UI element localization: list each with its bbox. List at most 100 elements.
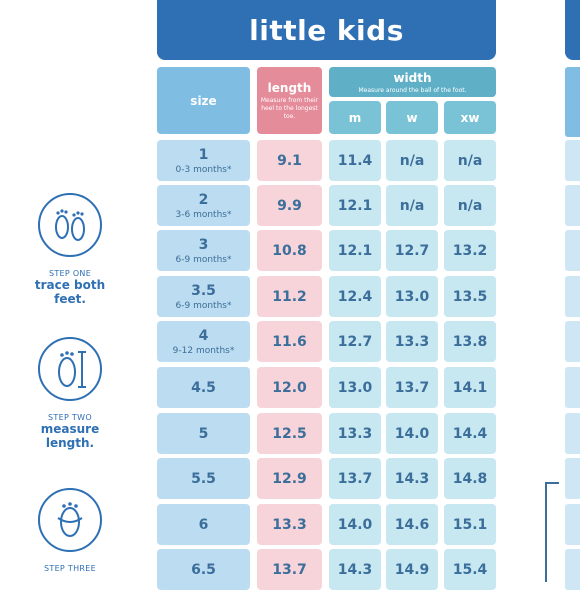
step-one: STEP ONE trace both feet. xyxy=(30,193,110,306)
foot-width-icon xyxy=(38,488,102,552)
size-header-label: size xyxy=(190,93,217,108)
cell-xw: 14.1 xyxy=(444,367,496,408)
m-value: 11.4 xyxy=(337,152,373,169)
cell-length: 13.3 xyxy=(257,504,322,545)
cell-length: 12.5 xyxy=(257,413,322,454)
cell-size: 2 3-6 months* xyxy=(157,185,250,226)
next-chart-row-edge xyxy=(565,504,580,545)
cell-xw: 14.4 xyxy=(444,413,496,454)
cell-length: 11.2 xyxy=(257,276,322,317)
length-value: 11.2 xyxy=(272,288,307,305)
next-chart-row-edge xyxy=(565,140,580,181)
xw-value: 14.8 xyxy=(452,470,488,487)
step-two-line1: measure xyxy=(40,422,100,436)
cell-size: 4 9-12 months* xyxy=(157,321,250,362)
chart-title-bar: little kids xyxy=(157,0,496,60)
xw-value: 13.2 xyxy=(452,242,488,259)
cell-m: 11.4 xyxy=(329,140,381,181)
length-value: 9.1 xyxy=(277,152,302,169)
m-value: 13.7 xyxy=(337,470,373,487)
length-value: 12.0 xyxy=(272,379,307,396)
age-range: 3-6 months* xyxy=(175,209,232,220)
size-value: 5.5 xyxy=(191,470,216,487)
length-header-label: length xyxy=(267,80,312,95)
step-one-label: STEP ONE xyxy=(48,269,92,278)
size-value: 6.5 xyxy=(191,561,216,578)
w-value: 13.0 xyxy=(394,288,430,305)
length-value: 12.9 xyxy=(272,470,307,487)
cell-size: 5 xyxy=(157,413,250,454)
w-value: 12.7 xyxy=(394,242,430,259)
cell-length: 12.9 xyxy=(257,458,322,499)
width-m-header: m xyxy=(329,101,381,134)
next-chart-row-edge xyxy=(565,367,580,408)
cell-w: 12.7 xyxy=(386,230,438,271)
size-value: 4.5 xyxy=(191,379,216,396)
step-three: STEP THREE xyxy=(30,488,110,573)
w-value: 14.6 xyxy=(394,516,430,533)
cell-length: 12.0 xyxy=(257,367,322,408)
cell-length: 11.6 xyxy=(257,321,322,362)
xw-value: 15.4 xyxy=(452,561,488,578)
width-xw-header: xw xyxy=(444,101,496,134)
cell-m: 12.1 xyxy=(329,230,381,271)
next-chart-header-edge xyxy=(565,67,580,137)
m-value: 13.0 xyxy=(337,379,373,396)
xw-value: n/a xyxy=(457,197,483,214)
length-value: 12.5 xyxy=(272,425,307,442)
bracket-line xyxy=(545,482,559,582)
m-value: 12.4 xyxy=(337,288,373,305)
step-two: STEP TWO measure length. xyxy=(30,337,110,450)
size-value: 3.5 xyxy=(191,282,216,299)
width-header-label: width xyxy=(393,70,432,85)
foot-length-icon xyxy=(38,337,102,401)
size-value: 4 xyxy=(198,327,209,344)
w-value: 14.0 xyxy=(394,425,430,442)
step-two-line2: length. xyxy=(45,436,95,450)
length-value: 13.7 xyxy=(272,561,307,578)
cell-w: 14.9 xyxy=(386,549,438,590)
age-range: 6-9 months* xyxy=(175,254,232,265)
w-value: 14.9 xyxy=(394,561,430,578)
cell-m: 13.0 xyxy=(329,367,381,408)
cell-m: 12.7 xyxy=(329,321,381,362)
step-one-line1: trace both xyxy=(34,278,106,292)
w-value: n/a xyxy=(399,152,425,169)
cell-m: 14.0 xyxy=(329,504,381,545)
w-value: 13.7 xyxy=(394,379,430,396)
cell-size: 3 6-9 months* xyxy=(157,230,250,271)
cell-w: 14.3 xyxy=(386,458,438,499)
size-value: 3 xyxy=(198,236,209,253)
next-chart-row-edge xyxy=(565,549,580,590)
cell-xw: 14.8 xyxy=(444,458,496,499)
next-chart-row-edge xyxy=(565,230,580,271)
next-chart-row-edge xyxy=(565,413,580,454)
m-value: 13.3 xyxy=(337,425,373,442)
next-chart-row-edge xyxy=(565,276,580,317)
cell-w: n/a xyxy=(386,140,438,181)
cell-size: 6.5 xyxy=(157,549,250,590)
size-header: size xyxy=(157,67,250,134)
length-value: 13.3 xyxy=(272,516,307,533)
size-value: 1 xyxy=(198,146,209,163)
length-value: 9.9 xyxy=(277,197,302,214)
cell-size: 4.5 xyxy=(157,367,250,408)
xw-value: 13.8 xyxy=(452,333,488,350)
width-w-header: w xyxy=(386,101,438,134)
cell-w: 14.6 xyxy=(386,504,438,545)
step-one-line2: feet. xyxy=(54,292,86,306)
cell-xw: 15.4 xyxy=(444,549,496,590)
cell-xw: n/a xyxy=(444,185,496,226)
xw-value: 14.4 xyxy=(452,425,488,442)
cell-length: 10.8 xyxy=(257,230,322,271)
step-two-label: STEP TWO xyxy=(48,413,92,422)
length-header: length Measure from their heel to the lo… xyxy=(257,67,322,134)
m-value: 12.1 xyxy=(337,242,373,259)
cell-xw: 15.1 xyxy=(444,504,496,545)
width-w-label: w xyxy=(406,110,418,125)
next-chart-row-edge xyxy=(565,458,580,499)
m-value: 14.3 xyxy=(337,561,373,578)
next-chart-row-edge xyxy=(565,185,580,226)
next-chart-row-edge xyxy=(565,321,580,362)
cell-xw: n/a xyxy=(444,140,496,181)
